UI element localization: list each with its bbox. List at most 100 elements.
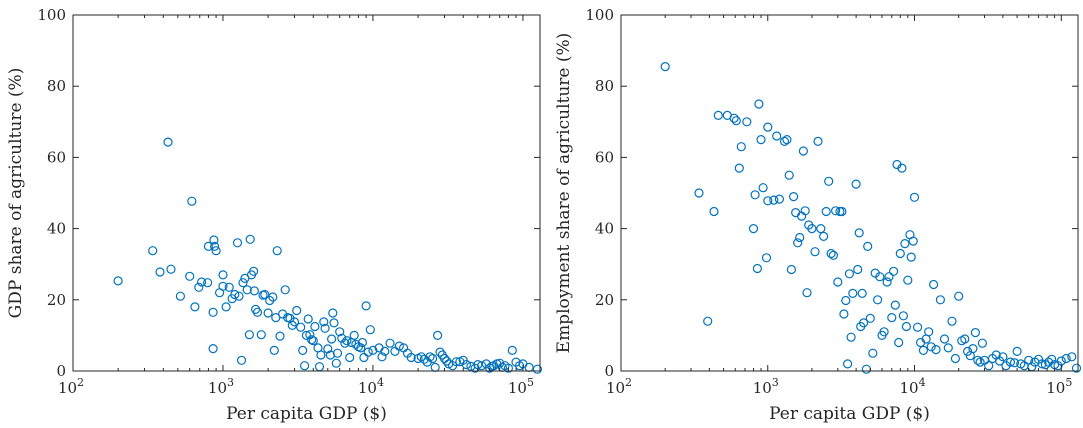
data-point — [973, 355, 983, 365]
data-point — [800, 206, 810, 216]
data-point — [238, 278, 248, 288]
data-point — [320, 323, 330, 333]
data-point — [187, 196, 197, 206]
data-point — [296, 322, 306, 332]
data-point — [507, 345, 517, 355]
data-point — [466, 361, 476, 371]
data-point — [503, 363, 513, 373]
data-point — [268, 292, 278, 302]
data-point — [433, 330, 443, 340]
data-point — [906, 252, 916, 262]
data-point — [327, 334, 337, 344]
data-point — [365, 325, 375, 335]
data-point — [332, 348, 343, 358]
data-point — [323, 344, 333, 354]
data-point — [361, 301, 371, 311]
data-point — [898, 311, 909, 321]
y-tick-label: 60 — [595, 148, 614, 166]
data-point — [884, 272, 894, 282]
data-point — [833, 277, 843, 287]
data-point — [851, 179, 861, 189]
data-point — [242, 285, 252, 295]
data-point — [428, 353, 438, 364]
data-point — [166, 264, 176, 274]
data-point — [221, 302, 231, 312]
data-point — [236, 355, 247, 365]
data-point — [763, 196, 773, 206]
data-point — [218, 281, 228, 291]
data-point — [928, 279, 939, 290]
data-point — [224, 282, 234, 292]
data-point — [234, 291, 244, 301]
data-point — [337, 333, 347, 343]
data-point — [909, 192, 920, 202]
data-point — [742, 117, 752, 127]
data-point — [791, 208, 801, 218]
data-point — [802, 288, 812, 298]
data-point — [660, 61, 670, 72]
data-point — [175, 291, 185, 301]
data-point — [861, 364, 872, 374]
data-point — [1061, 353, 1071, 364]
data-point — [208, 307, 218, 317]
data-point — [163, 137, 173, 147]
y-tick-label: 80 — [47, 77, 66, 95]
data-point — [345, 352, 355, 363]
y-tick-label: 60 — [47, 148, 66, 166]
data-point — [335, 327, 345, 337]
data-point — [113, 276, 123, 286]
data-point — [380, 346, 390, 356]
data-point — [385, 338, 395, 348]
data-point — [300, 361, 310, 371]
right-axis-ticks: 102 103 104 105 0 20 40 60 80 100 — [585, 6, 1078, 397]
data-point — [842, 359, 853, 369]
data-point — [709, 206, 719, 217]
data-point — [329, 318, 339, 328]
data-point — [901, 321, 912, 332]
data-point — [950, 353, 961, 364]
data-point — [841, 295, 851, 306]
data-point — [897, 163, 907, 173]
data-point — [839, 309, 849, 319]
data-point — [769, 195, 779, 205]
data-point — [263, 308, 273, 318]
left-scatter-points — [113, 137, 543, 374]
data-point — [872, 295, 883, 305]
data-point — [795, 232, 805, 243]
y-tick-label: 40 — [595, 220, 614, 238]
data-point — [197, 277, 207, 287]
data-point — [798, 146, 809, 156]
data-point — [960, 334, 970, 344]
data-point — [830, 206, 841, 216]
data-point — [887, 313, 897, 323]
data-point — [734, 163, 744, 173]
data-point — [272, 246, 282, 256]
data-point — [390, 346, 400, 356]
data-point — [298, 345, 308, 355]
left-chart-panel: 102 103 104 105 0 20 40 60 80 100 Per capita GDP … — [6, 6, 543, 424]
data-point — [1012, 346, 1022, 356]
data-point — [244, 330, 254, 340]
data-point — [754, 99, 764, 109]
data-point — [900, 239, 910, 249]
data-point — [359, 352, 369, 363]
data-point — [703, 316, 713, 326]
x-tick-label: 105 — [1046, 376, 1072, 397]
data-point — [824, 176, 834, 186]
data-point — [203, 241, 213, 251]
left-plot-frame — [72, 14, 541, 372]
data-point — [731, 116, 741, 126]
data-point — [758, 183, 768, 193]
data-point — [779, 136, 790, 146]
y-tick-label: 0 — [604, 362, 614, 380]
data-point — [894, 337, 904, 348]
data-point — [810, 247, 820, 257]
data-point — [729, 113, 739, 123]
data-point — [837, 206, 847, 217]
data-point — [761, 253, 772, 263]
data-point — [406, 352, 416, 363]
data-point — [155, 267, 165, 277]
data-point — [924, 327, 934, 337]
data-point — [813, 136, 823, 146]
data-point — [430, 362, 440, 372]
